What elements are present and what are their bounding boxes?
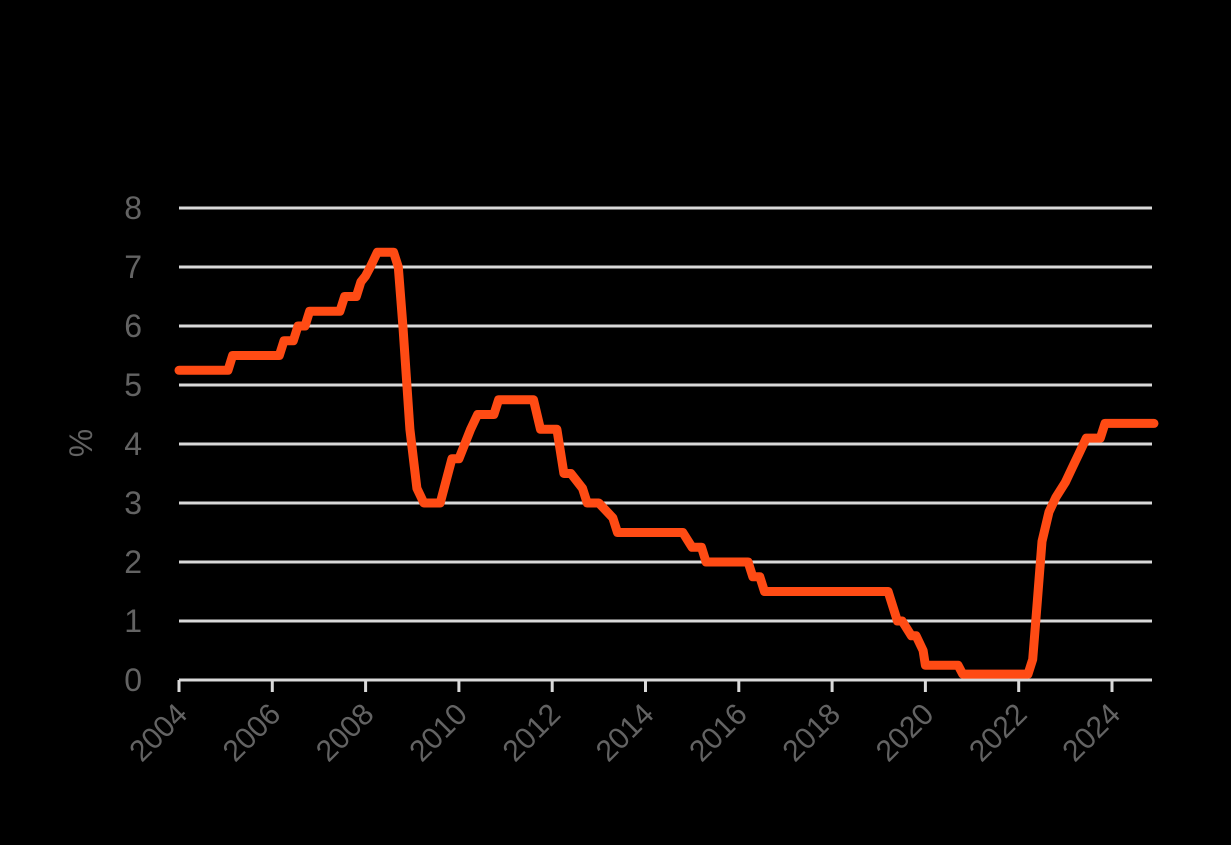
x-tick-label: 2012 — [497, 698, 568, 769]
y-axis-ticks: 0 1 2 3 4 5 6 7 8 — [124, 190, 142, 698]
x-tick-label: 2024 — [1056, 698, 1127, 769]
y-tick-label: 7 — [124, 249, 142, 285]
x-tick-label: 2010 — [403, 698, 474, 769]
x-tick-label: 2006 — [217, 698, 288, 769]
x-tick-label: 2018 — [777, 698, 848, 769]
x-tick-label: 2020 — [870, 698, 941, 769]
y-tick-label: 8 — [124, 190, 142, 226]
y-axis-label: % — [63, 429, 99, 457]
y-tick-label: 6 — [124, 308, 142, 344]
x-tick-label: 2014 — [590, 698, 661, 769]
x-axis — [177, 678, 1152, 692]
x-tick-label: 2022 — [963, 698, 1034, 769]
y-tick-label: 2 — [124, 544, 142, 580]
gridlines — [179, 206, 1152, 623]
rate-series-line — [174, 247, 1159, 679]
y-tick-label: 4 — [124, 426, 142, 462]
y-tick-label: 0 — [124, 662, 142, 698]
x-tick-label: 2004 — [123, 698, 194, 769]
y-tick-label: 5 — [124, 367, 142, 403]
y-tick-label: 3 — [124, 485, 142, 521]
y-tick-label: 1 — [124, 603, 142, 639]
x-tick-label: 2016 — [683, 698, 754, 769]
x-axis-ticks: 2004 2006 2008 2010 2012 2014 2016 2018 2020 2022… — [123, 698, 1127, 769]
x-tick-label: 2008 — [310, 698, 381, 769]
